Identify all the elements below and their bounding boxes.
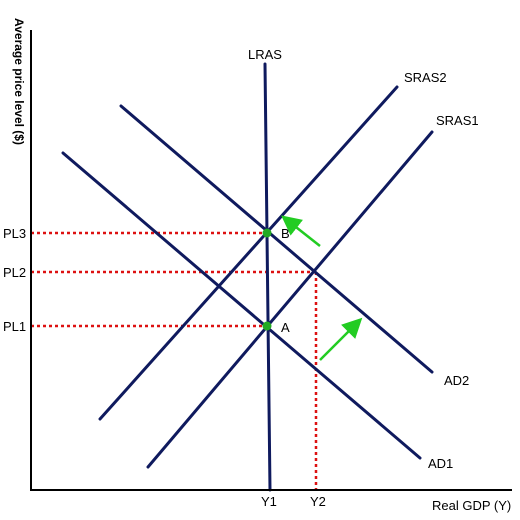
curve-sras1 [146,130,434,469]
y-axis-title: Average price level ($) [12,18,26,145]
equilibrium-point-b [262,228,272,238]
y-tick-pl3: PL3 [3,226,26,241]
curve-ad1 [61,151,422,460]
point-label-a: A [281,320,290,335]
reference-lines [31,231,318,490]
label-ad2: AD2 [444,373,469,388]
label-lras: LRAS [248,47,282,62]
x-axis-title: Real GDP (Y) [432,498,511,513]
shift-arrows [281,215,363,361]
shift-arrow-1 [281,215,321,247]
y-tick-pl2: PL2 [3,265,26,280]
curve-ad2 [119,104,434,374]
curve-lras [263,62,272,492]
label-ad1: AD1 [428,456,453,471]
curves [61,62,434,492]
label-sras2: SRAS2 [404,70,447,85]
curve-sras2 [98,85,399,421]
x-tick-y1: Y1 [261,494,277,509]
point-label-b: B [281,226,290,241]
x-tick-y2: Y2 [310,494,326,509]
y-tick-pl1: PL1 [3,319,26,334]
label-sras1: SRAS1 [436,113,479,128]
equilibrium-points [262,228,272,331]
shift-arrow-2 [319,317,363,361]
equilibrium-point-a [262,321,272,331]
